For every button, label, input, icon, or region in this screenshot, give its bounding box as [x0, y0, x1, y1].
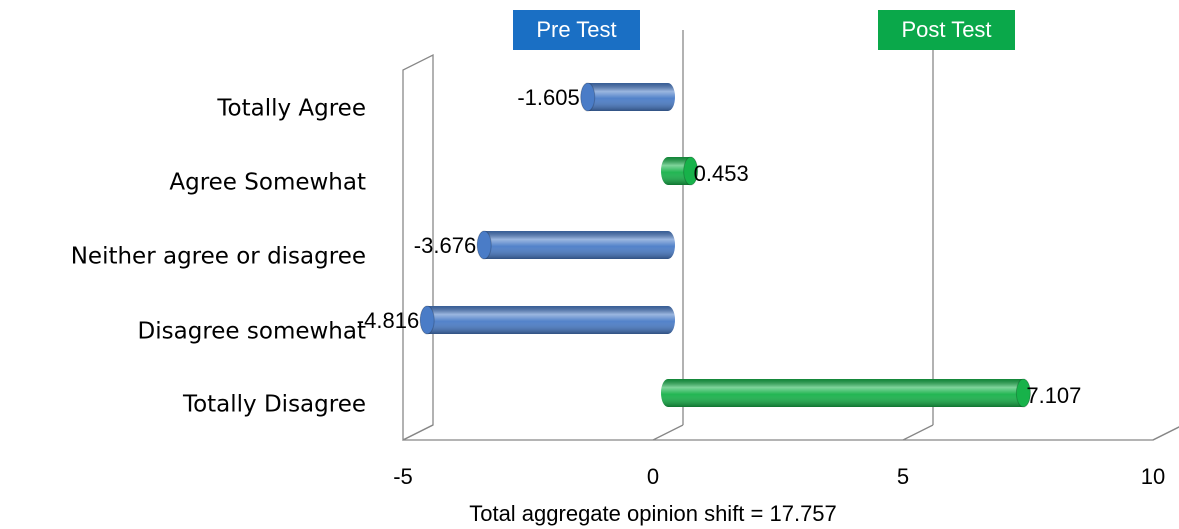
legend-box — [513, 10, 640, 50]
bar-shade — [477, 231, 675, 259]
legend-label: Post Test — [901, 17, 991, 42]
category-label: Totally Disagree — [182, 392, 366, 418]
category-label: Totally Agree — [216, 96, 366, 122]
category-label: Agree Somewhat — [169, 170, 366, 196]
bar-shade — [580, 83, 675, 111]
floor — [403, 426, 1179, 441]
tick-mark — [902, 424, 934, 441]
category-label: Disagree somewhat — [138, 319, 366, 345]
tick-mark — [1152, 426, 1179, 441]
value-label: -3.676 — [414, 233, 476, 258]
legend-box — [878, 10, 1015, 50]
value-label: 7.107 — [1026, 383, 1081, 408]
x-tick-label: 0 — [647, 464, 659, 489]
bar-cap — [580, 82, 596, 112]
legend-label: Pre Test — [536, 17, 616, 42]
x-tick-label: 10 — [1141, 464, 1165, 489]
bar-shade — [420, 306, 675, 334]
x-axis-label: Total aggregate opinion shift = 17.757 — [469, 501, 837, 526]
category-label: Neither agree or disagree — [71, 244, 366, 270]
x-tick-label: -5 — [393, 464, 413, 489]
bar-cap — [476, 230, 492, 260]
x-tick-label: 5 — [897, 464, 909, 489]
bar-cap — [419, 305, 435, 335]
value-label: -1.605 — [517, 85, 579, 110]
value-label: -4.816 — [357, 308, 419, 333]
value-label: 0.453 — [694, 161, 749, 186]
bar-shade — [661, 379, 1031, 407]
bar-cap — [1015, 378, 1031, 408]
tick-mark — [402, 424, 434, 441]
bar-cap — [683, 156, 699, 186]
tick-mark — [652, 424, 684, 441]
